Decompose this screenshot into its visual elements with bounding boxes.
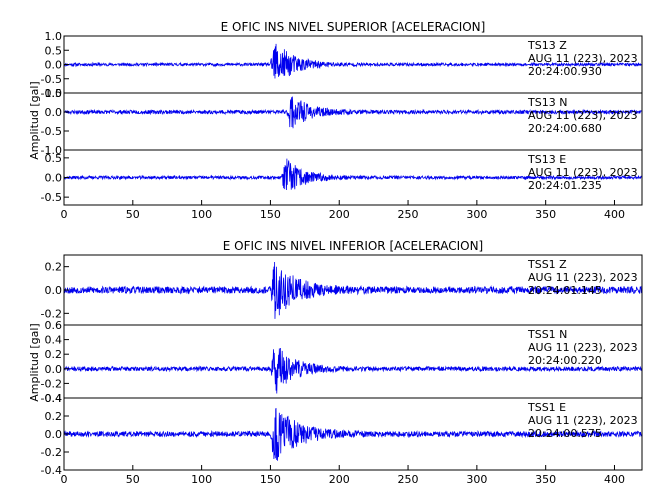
date-label: AUG 11 (223), 2023 — [528, 166, 638, 179]
y-axis-label: Amplitud [gal] — [28, 81, 41, 159]
x-tick-label: 150 — [260, 473, 281, 486]
y-tick-label: -0.2 — [41, 377, 62, 390]
y-tick-label: 0.0 — [45, 59, 63, 72]
x-tick-label: 350 — [535, 473, 556, 486]
y-tick-label: 0.2 — [45, 261, 63, 274]
x-tick-label: 400 — [604, 208, 625, 221]
waveform-trace — [64, 158, 642, 191]
y-axis-label: Amplitud [gal] — [28, 323, 41, 401]
x-tick-label: 100 — [191, 473, 212, 486]
y-tick-label: 0.0 — [45, 172, 63, 185]
station-label: TS13 E — [527, 153, 566, 166]
y-tick-label: 0.0 — [45, 106, 63, 119]
y-tick-label: 0.2 — [45, 410, 63, 423]
time-label: 20:24:01.235 — [528, 179, 602, 192]
y-tick-label: 0.0 — [45, 363, 63, 376]
x-tick-label: 300 — [466, 208, 487, 221]
y-tick-label: 0.6 — [45, 319, 63, 332]
station-label: TS13 Z — [527, 39, 567, 52]
chart-block-2: E OFIC INS NIVEL INFERIOR [ACELERACION] A… — [28, 239, 643, 486]
y-tick-label: 0.2 — [45, 348, 63, 361]
time-label: 20:24:00.680 — [528, 122, 602, 135]
x-tick-label: 350 — [535, 208, 556, 221]
y-tick-label: 0.4 — [45, 392, 63, 405]
waveform-trace — [64, 96, 642, 129]
y-tick-label: 0.5 — [45, 44, 63, 57]
date-label: AUG 11 (223), 2023 — [528, 271, 638, 284]
waveform-trace — [64, 43, 642, 79]
station-label: TSS1 E — [527, 401, 566, 414]
x-tick-label: 250 — [398, 473, 419, 486]
y-tick-label: -0.5 — [41, 73, 62, 86]
y-tick-label: -1.0 — [41, 87, 62, 100]
chart-title: E OFIC INS NIVEL SUPERIOR [ACELERACION] — [221, 20, 486, 34]
y-tick-label: -1.0 — [41, 144, 62, 157]
waveform-trace — [64, 262, 642, 319]
x-tick-label: 100 — [191, 208, 212, 221]
station-label: TS13 N — [527, 96, 567, 109]
x-tick-label: 50 — [126, 208, 140, 221]
x-tick-label: 400 — [604, 473, 625, 486]
station-label: TSS1 N — [527, 328, 567, 341]
time-label: 20:24:00.220 — [528, 354, 602, 367]
y-tick-label: 0.5 — [45, 87, 63, 100]
y-tick-label: 1.0 — [45, 30, 63, 43]
time-label: 20:24:01.145 — [528, 284, 602, 297]
x-tick-label: 0 — [61, 473, 68, 486]
time-label: 20:24:00.930 — [528, 65, 602, 78]
date-label: AUG 11 (223), 2023 — [528, 109, 638, 122]
x-tick-label: 250 — [398, 208, 419, 221]
y-tick-label: 0.0 — [45, 428, 63, 441]
x-tick-label: 300 — [466, 473, 487, 486]
chart-title: E OFIC INS NIVEL INFERIOR [ACELERACION] — [223, 239, 483, 253]
y-tick-label: 0.4 — [45, 334, 63, 347]
y-tick-label: 0.0 — [45, 284, 63, 297]
waveform-trace — [64, 348, 642, 394]
x-tick-label: 50 — [126, 473, 140, 486]
time-label: 20:24:00.575 — [528, 427, 602, 440]
station-label: TSS1 Z — [527, 258, 567, 271]
x-tick-label: 150 — [260, 208, 281, 221]
y-tick-label: -0.2 — [41, 446, 62, 459]
x-tick-label: 0 — [61, 208, 68, 221]
y-tick-label: -0.5 — [41, 191, 62, 204]
date-label: AUG 11 (223), 2023 — [528, 341, 638, 354]
y-tick-label: -0.4 — [41, 464, 62, 477]
date-label: AUG 11 (223), 2023 — [528, 52, 638, 65]
y-tick-label: -0.2 — [41, 307, 62, 320]
y-tick-label: -0.5 — [41, 125, 62, 138]
date-label: AUG 11 (223), 2023 — [528, 414, 638, 427]
y-tick-label: 0.5 — [45, 152, 63, 165]
waveform-trace — [64, 408, 642, 461]
y-tick-label: -0.4 — [41, 392, 62, 405]
x-tick-label: 200 — [329, 208, 350, 221]
x-tick-label: 200 — [329, 473, 350, 486]
chart-block-1: E OFIC INS NIVEL SUPERIOR [ACELERACION] A… — [28, 20, 643, 221]
